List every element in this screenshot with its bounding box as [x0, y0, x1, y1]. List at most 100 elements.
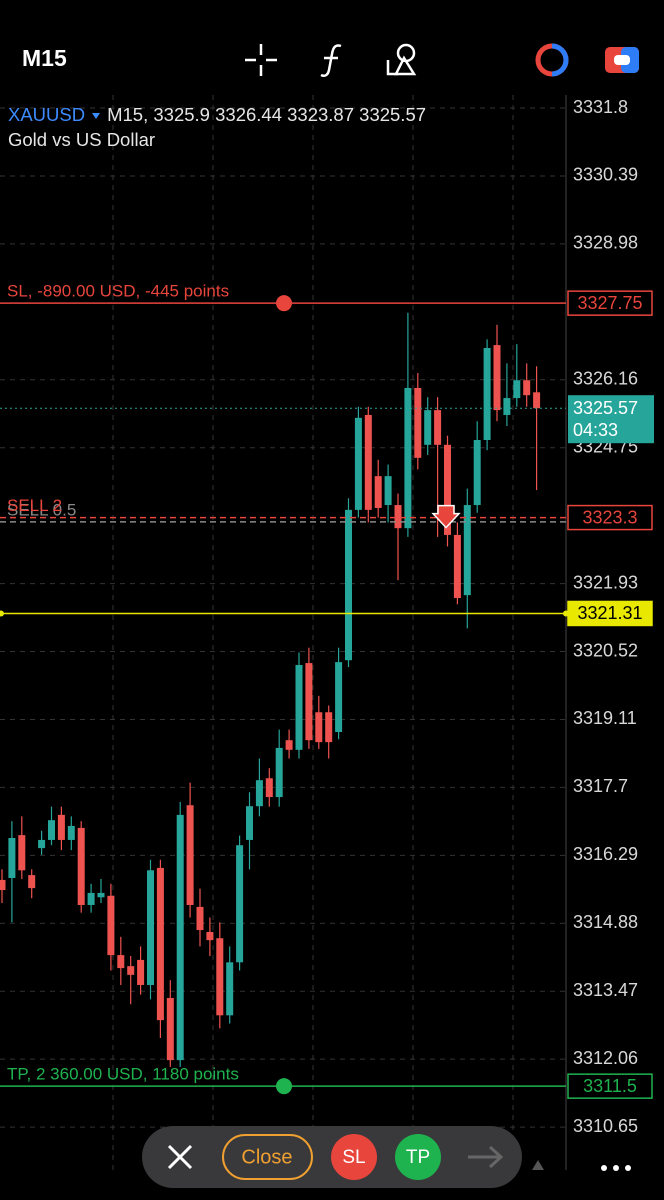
- sl-label: SL: [342, 1147, 365, 1168]
- sl-button[interactable]: [331, 1134, 377, 1180]
- bottom-toolbar: Close SL TP: [142, 1126, 522, 1188]
- candle-body: [0, 879, 6, 891]
- candle-body: [285, 740, 293, 750]
- bid-tag: [568, 395, 654, 444]
- level-label: TP, 2 360.00 USD, 1180 points: [7, 1065, 239, 1084]
- candle-body: [236, 845, 244, 963]
- candle-body: [166, 997, 174, 1061]
- candle-body: [127, 966, 135, 975]
- price-tag-label: 3327.75: [577, 293, 642, 313]
- candle-body: [473, 440, 481, 506]
- more-button[interactable]: [601, 1165, 631, 1171]
- candle-body: [434, 410, 442, 445]
- price-tag: [567, 290, 653, 316]
- indicator-button[interactable]: [320, 44, 342, 78]
- tp-button[interactable]: [395, 1134, 441, 1180]
- candle-body: [394, 505, 402, 529]
- timeframe[interactable]: M15: [22, 45, 67, 71]
- candle-body: [315, 712, 323, 743]
- scroll-marker: [532, 1160, 544, 1170]
- timeframe-label: M15,: [107, 104, 149, 125]
- bar-countdown: 04:33: [573, 420, 618, 440]
- y-tick-label: 3320.52: [573, 640, 638, 660]
- candle-body: [424, 410, 432, 445]
- candle-body: [444, 444, 451, 535]
- candle-body: [246, 806, 253, 840]
- candle-body: [335, 662, 343, 733]
- account-icons[interactable]: [535, 43, 639, 77]
- candle-body: [137, 959, 145, 985]
- level-label: SL, -890.00 USD, -445 points: [7, 282, 229, 301]
- candle-body: [156, 867, 164, 1021]
- top-icons: [245, 43, 417, 78]
- candle-body: [255, 780, 263, 807]
- objects-button[interactable]: [386, 43, 417, 76]
- candle-body: [216, 938, 224, 1016]
- price-tag-label: 3311.5: [583, 1076, 637, 1096]
- candle-body: [48, 820, 55, 840]
- y-tick-label: 3319.11: [573, 708, 637, 728]
- candle-body: [275, 747, 283, 798]
- candle-body: [38, 839, 46, 849]
- level-handle: [276, 1078, 292, 1095]
- high-value: 3326.44: [215, 104, 282, 125]
- candle-body: [176, 814, 184, 1061]
- close-button[interactable]: [222, 1134, 313, 1180]
- symbol[interactable]: XAUUSD: [8, 104, 86, 125]
- candle-body: [463, 505, 471, 596]
- price-tag-label: 3323.3: [582, 507, 637, 527]
- level-handle: [276, 295, 292, 312]
- y-tick-label: 3330.39: [573, 165, 638, 185]
- candle-body: [265, 778, 273, 798]
- next-button[interactable]: [468, 1145, 504, 1169]
- candle-body: [414, 387, 422, 458]
- candle-body: [206, 931, 214, 941]
- y-tick-label: 3328.98: [573, 233, 638, 253]
- candle-body: [523, 380, 531, 396]
- candle-body: [384, 476, 392, 506]
- chart-header: XAUUSD M15, 3325.9 3326.44 3323.87 3325.5…: [8, 104, 426, 126]
- tp-label: TP: [406, 1147, 430, 1168]
- candle-body: [325, 712, 333, 743]
- candle-body: [453, 534, 461, 599]
- y-tick-label: 3316.29: [573, 844, 638, 864]
- close-value: 3325.57: [359, 104, 427, 125]
- candle-body: [18, 835, 26, 871]
- price-tag: [567, 504, 653, 531]
- candle-body: [305, 663, 313, 741]
- y-tick-label: 3312.06: [573, 1048, 638, 1068]
- y-tick-label: 3321.93: [573, 572, 638, 592]
- price-tag-label: 3321.31: [577, 603, 642, 623]
- close-label: Close: [241, 1146, 292, 1168]
- candle-body: [28, 875, 36, 889]
- y-tick-label: 3326.16: [573, 369, 638, 389]
- candle-body: [57, 814, 65, 840]
- price-tag: [567, 1073, 653, 1099]
- candle-body: [533, 392, 541, 409]
- level-dot: [0, 610, 4, 617]
- crosshair-button[interactable]: [245, 44, 277, 76]
- y-tick-label: 3331.8: [573, 97, 628, 117]
- candle-body: [117, 955, 125, 969]
- dropdown-arrow: [92, 113, 101, 120]
- y-tick-label: 3314.88: [573, 912, 638, 932]
- symbol-description: Gold vs US Dollar: [8, 129, 156, 150]
- candle-body: [107, 895, 115, 956]
- candle-body: [87, 892, 95, 905]
- y-tick-label: 3313.47: [573, 980, 638, 1000]
- cancel-button[interactable]: [167, 1144, 193, 1170]
- candle-body: [503, 398, 511, 415]
- candle-body: [67, 825, 75, 840]
- candle-body: [493, 345, 501, 411]
- candle-body: [196, 906, 204, 931]
- candle-body: [483, 347, 491, 441]
- candle-body: [147, 870, 154, 985]
- candle-body: [77, 827, 85, 905]
- candle-body: [364, 414, 372, 510]
- open-value: 3325.9: [153, 104, 210, 125]
- candle-body: [404, 387, 412, 529]
- level-label: SELL 2: [7, 496, 62, 515]
- candle-body: [354, 417, 362, 510]
